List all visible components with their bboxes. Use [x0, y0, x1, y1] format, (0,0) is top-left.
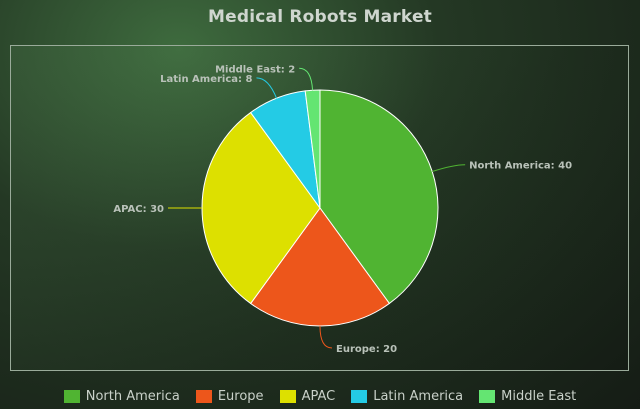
data-label-north-america: North America: 40 [469, 161, 572, 172]
chart-title: Medical Robots Market [208, 7, 432, 27]
connector-north-america [432, 164, 466, 173]
legend-swatch [279, 390, 296, 403]
legend-label: Middle East [501, 389, 577, 404]
legend-item-north-america[interactable]: North America [63, 389, 180, 404]
legend-item-middle-east[interactable]: Middle East [479, 389, 576, 404]
legend-swatch [63, 390, 80, 403]
pie-slice-apac[interactable] [201, 111, 321, 305]
data-label-apac: APAC: 30 [113, 204, 164, 215]
connector-europe [319, 325, 333, 349]
legend: North America Europe APAC Latin America Midd… [0, 389, 640, 404]
legend-item-latin-america[interactable]: Latin America [351, 389, 463, 404]
legend-label: APAC [301, 389, 336, 404]
legend-item-europe[interactable]: Europe [195, 389, 264, 404]
data-label-middle-east: Middle East: 2 [215, 64, 295, 75]
legend-item-apac[interactable]: APAC [279, 389, 336, 404]
pie-slice-europe[interactable] [249, 207, 391, 327]
data-label-europe: Europe: 20 [336, 344, 397, 355]
legend-swatch [479, 390, 496, 403]
legend-label: North America [85, 389, 180, 404]
connector-middle-east [299, 67, 314, 91]
legend-label: Latin America [373, 389, 464, 404]
legend-label: Europe [217, 389, 264, 404]
pie-slice-middle-east[interactable] [304, 89, 321, 209]
legend-swatch [351, 390, 368, 403]
pie-slice-north-america[interactable] [319, 89, 439, 305]
legend-swatch [195, 390, 212, 403]
data-label-latin-america: Latin America: 8 [160, 74, 252, 85]
connector-latin-america [256, 77, 278, 99]
